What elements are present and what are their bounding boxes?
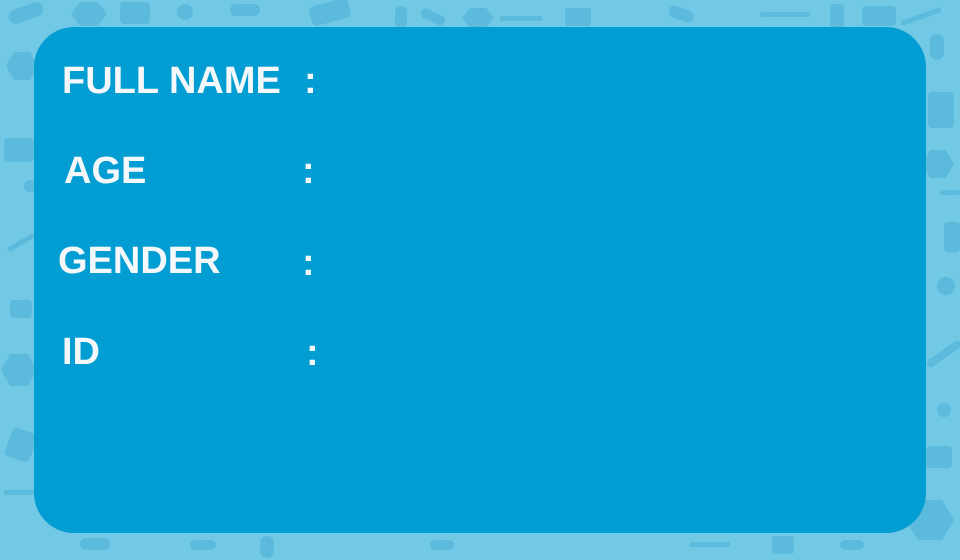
pill-icon — [177, 4, 193, 20]
age-label: AGE — [64, 150, 147, 192]
capsule-icon — [260, 536, 274, 558]
hexagon-shape — [1, 354, 37, 386]
capsule-icon — [80, 538, 110, 550]
first-aid-kit-icon — [4, 138, 34, 162]
pill-icon — [937, 277, 955, 295]
medicine-bottle-icon — [830, 4, 844, 28]
pill-icon — [10, 300, 32, 318]
id-colon: : — [306, 332, 319, 374]
pill-icon — [24, 180, 36, 192]
syringe-icon — [940, 190, 960, 195]
full-name-label: FULL NAME — [62, 60, 281, 102]
hexagon-shape — [922, 150, 954, 178]
capsule-icon — [420, 8, 446, 26]
thermometer-icon — [926, 340, 960, 368]
full-name-colon: : — [304, 60, 317, 102]
capsule-icon — [840, 540, 864, 550]
capsule-icon — [930, 34, 944, 60]
syringe-icon — [4, 490, 34, 495]
medicine-bottle-icon — [928, 92, 954, 128]
pill-blister-icon — [309, 0, 351, 26]
syringe-icon — [901, 7, 942, 26]
medicine-bottle-icon — [565, 8, 591, 26]
id-label: ID — [62, 331, 100, 373]
gender-colon: : — [302, 242, 315, 284]
syringe-icon — [760, 12, 810, 17]
syringe-icon — [500, 16, 542, 21]
hexagon-shape — [71, 2, 107, 26]
capsule-icon — [430, 540, 454, 550]
syringe-icon — [690, 542, 730, 547]
syringe-icon — [7, 233, 35, 252]
patient-info-card: FULL NAME : AGE : GENDER : ID : — [34, 27, 926, 533]
first-aid-kit-icon — [862, 6, 896, 26]
capsule-icon — [395, 6, 407, 28]
gender-label: GENDER — [58, 240, 221, 282]
capsule-icon — [190, 540, 216, 550]
pill-blister-icon — [4, 427, 38, 463]
capsule-icon — [8, 2, 44, 24]
pill-icon — [944, 222, 960, 252]
capsule-icon — [668, 5, 694, 23]
pill-icon — [937, 403, 951, 417]
first-aid-kit-icon — [120, 2, 150, 24]
hexagon-shape — [6, 52, 38, 80]
hexagon-shape — [462, 8, 494, 28]
capsule-icon — [230, 4, 260, 16]
age-colon: : — [302, 150, 315, 192]
medicine-bottle-icon — [772, 536, 794, 554]
first-aid-kit-icon — [926, 446, 952, 468]
